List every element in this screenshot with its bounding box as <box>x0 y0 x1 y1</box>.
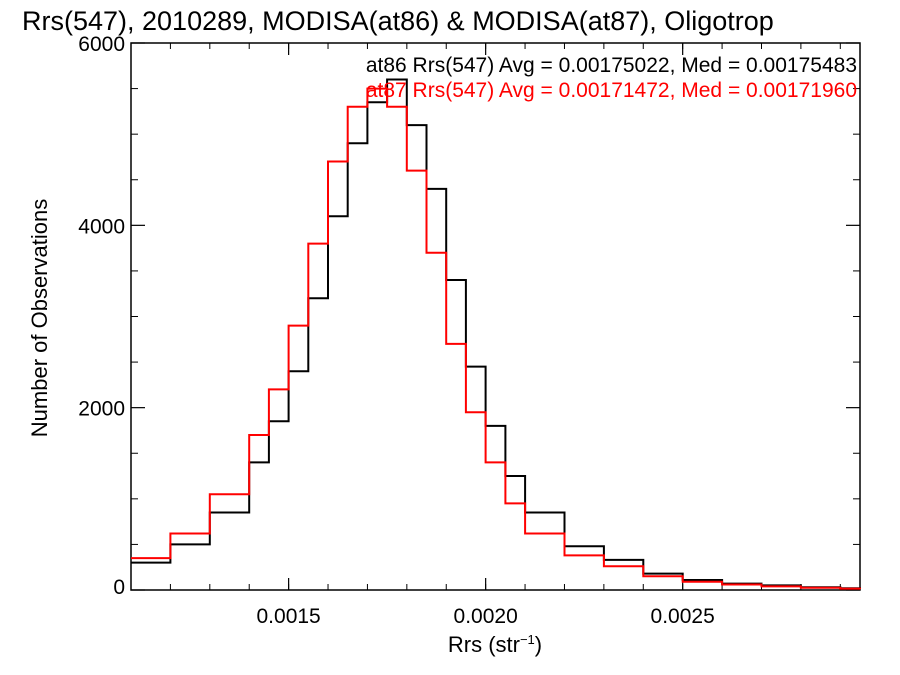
y-tick-label: 0 <box>113 576 125 599</box>
x-axis-label-close: ) <box>535 632 542 657</box>
plot-area <box>130 42 861 591</box>
annotation-text: at86 Rrs(547) Avg = 0.00175022, Med = 0.… <box>366 54 857 77</box>
plot-frame <box>130 42 861 591</box>
annotations: at86 Rrs(547) Avg = 0.00175022, Med = 0.… <box>366 54 857 102</box>
chart-title: Rrs(547), 2010289, MODISA(at86) & MODISA… <box>22 6 774 36</box>
y-tick-label: 2000 <box>78 398 125 421</box>
x-axis-label: Rrs (str−1) <box>448 632 542 657</box>
x-axis-label-superscript: −1 <box>520 632 535 647</box>
series-line-0 <box>131 78 861 590</box>
y-axis-label: Number of Observations <box>27 199 52 437</box>
x-tick-label: 0.0025 <box>651 605 715 628</box>
y-tick-label: 4000 <box>78 215 125 238</box>
series-group <box>131 78 861 590</box>
y-tick-label: 6000 <box>78 33 125 56</box>
x-tick-label: 0.0020 <box>454 605 518 628</box>
x-axis-label-main: Rrs (str <box>448 632 520 657</box>
x-tick-label: 0.0015 <box>257 605 321 628</box>
tick-labels: 0.0015 0.0020 0.0025 0 2000 4000 6000 <box>78 33 715 628</box>
axis-ticks <box>130 42 860 591</box>
annotation-text: at87 Rrs(547) Avg = 0.00171472, Med = 0.… <box>366 79 857 102</box>
series-line-1 <box>131 87 861 590</box>
